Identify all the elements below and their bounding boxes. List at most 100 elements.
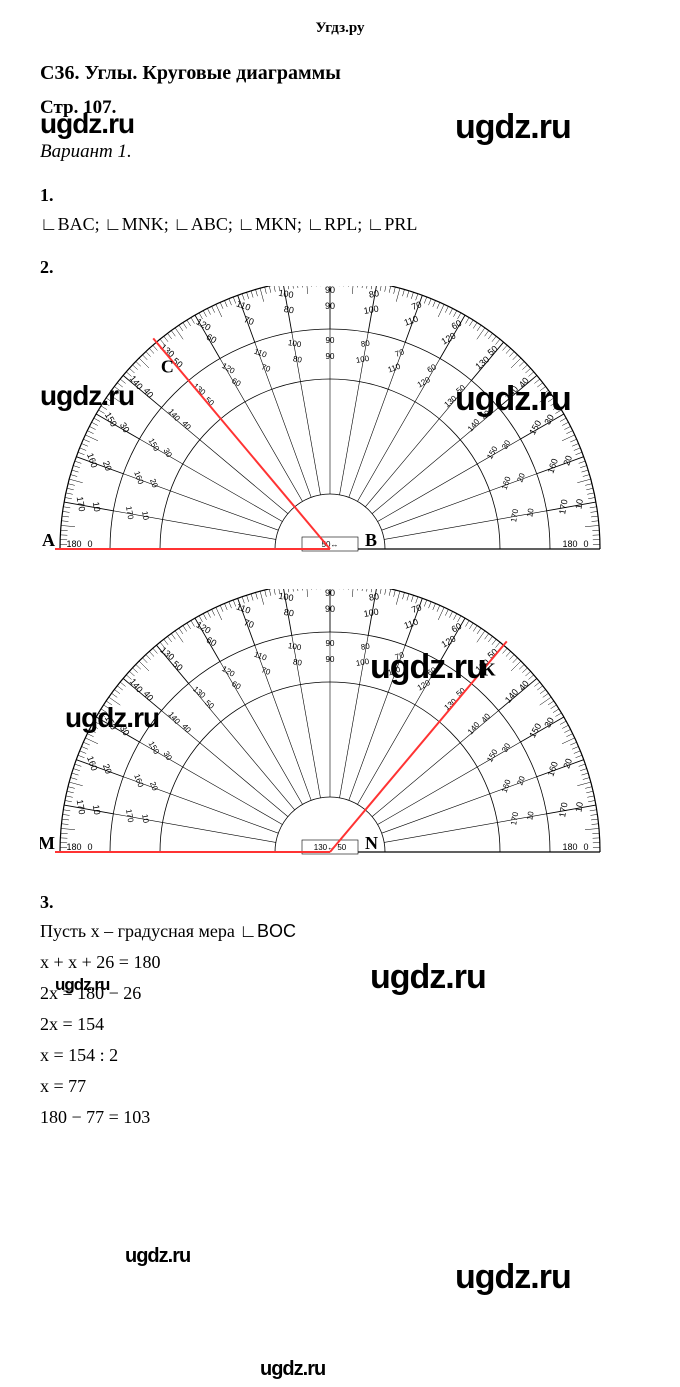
svg-text:150: 150 (485, 444, 500, 461)
svg-text:130: 130 (191, 685, 207, 701)
q1-angles: ∟BAC; ∟MNK; ∟ABC; ∟MKN; ∟RPL; ∟PRL (40, 214, 640, 235)
svg-text:60: 60 (450, 318, 464, 332)
svg-text:60: 60 (230, 376, 243, 389)
svg-text:10: 10 (525, 810, 536, 821)
q3-equation-line: x = 154 : 2 (40, 1045, 640, 1066)
svg-text:70: 70 (410, 299, 423, 312)
watermark: ugdz.ru (370, 648, 486, 687)
svg-text:90: 90 (326, 639, 335, 648)
svg-text:80: 80 (368, 288, 380, 300)
svg-text:170: 170 (509, 811, 520, 826)
watermark: ugdz.ru (40, 108, 134, 140)
svg-text:60: 60 (426, 362, 439, 375)
q3-equation-line: 180 − 77 = 103 (40, 1107, 640, 1128)
svg-text:10: 10 (140, 813, 151, 824)
q3-equation-line: x = 77 (40, 1076, 640, 1097)
svg-text:100: 100 (287, 338, 302, 349)
svg-text:120: 120 (220, 361, 237, 376)
watermark: ugdz.ru (370, 958, 486, 997)
svg-text:110: 110 (403, 617, 420, 631)
svg-text:40: 40 (180, 722, 193, 735)
svg-text:140: 140 (503, 687, 520, 705)
svg-text:40: 40 (480, 711, 493, 724)
q3-equation-line: x + x + 26 = 180 (40, 952, 640, 973)
svg-text:120: 120 (194, 317, 212, 333)
svg-text:M: M (40, 833, 55, 853)
svg-text:140: 140 (166, 710, 182, 726)
svg-text:160: 160 (85, 452, 100, 470)
watermark: ugdz.ru (455, 1258, 571, 1297)
svg-text:60: 60 (230, 679, 243, 692)
svg-text:140: 140 (466, 417, 482, 433)
svg-text:0: 0 (583, 842, 588, 852)
svg-text:10: 10 (573, 801, 585, 813)
svg-text:30: 30 (500, 438, 513, 451)
svg-text:0: 0 (87, 539, 92, 549)
svg-text:140: 140 (466, 720, 482, 736)
watermark: ugdz.ru (125, 1245, 190, 1268)
svg-text:110: 110 (235, 601, 252, 615)
svg-text:10: 10 (140, 510, 151, 521)
svg-text:30: 30 (542, 716, 556, 730)
svg-text:90: 90 (325, 604, 335, 614)
svg-text:120: 120 (220, 664, 237, 679)
svg-text:70: 70 (260, 362, 272, 374)
svg-text:N: N (365, 833, 378, 853)
svg-text:40: 40 (141, 386, 155, 400)
svg-text:160: 160 (85, 755, 100, 773)
watermark: ugdz.ru (40, 380, 134, 412)
svg-text:70: 70 (410, 602, 423, 615)
svg-text:180: 180 (66, 842, 81, 852)
q3-block: Пусть x – градусная мера ∟BOC x + x + 26… (40, 921, 640, 1128)
q3-intro: Пусть x – градусная мера ∟BOC (40, 921, 640, 942)
watermark: ugdz.ru (455, 108, 571, 147)
svg-text:100: 100 (355, 354, 370, 365)
svg-text:180: 180 (562, 842, 577, 852)
watermark: ugdz.ru (55, 975, 109, 995)
svg-text:100: 100 (363, 303, 380, 315)
svg-text:160: 160 (500, 475, 513, 491)
svg-text:110: 110 (253, 347, 269, 360)
q2-number: 2. (40, 257, 640, 278)
svg-text:80: 80 (292, 657, 303, 668)
section-title: С36. Углы. Круговые диаграммы (40, 62, 640, 85)
svg-text:40: 40 (517, 678, 531, 692)
svg-text:90: 90 (326, 336, 335, 345)
svg-text:150: 150 (147, 437, 162, 454)
site-header: Угдз.ру (40, 20, 640, 37)
svg-text:150: 150 (527, 721, 543, 739)
svg-text:B: B (365, 530, 377, 550)
svg-text:60: 60 (450, 621, 464, 635)
svg-text:20: 20 (561, 454, 574, 467)
svg-text:20: 20 (101, 762, 114, 775)
svg-text:80: 80 (292, 354, 303, 365)
svg-text:50: 50 (486, 344, 500, 358)
svg-text:40: 40 (141, 689, 155, 703)
svg-text:120: 120 (194, 620, 212, 636)
q3-number: 3. (40, 892, 640, 913)
svg-text:150: 150 (485, 747, 500, 764)
svg-text:160: 160 (545, 457, 560, 475)
svg-text:170: 170 (509, 508, 520, 523)
watermark: ugdz.ru (260, 1358, 325, 1381)
svg-text:C: C (161, 357, 174, 377)
q3-equation-line: 2x = 180 − 26 (40, 983, 640, 1004)
svg-text:20: 20 (515, 774, 527, 786)
svg-text:110: 110 (253, 650, 269, 663)
q3-equation-line: 2x = 154 (40, 1014, 640, 1035)
svg-text:110: 110 (235, 298, 252, 312)
svg-text:20: 20 (148, 780, 160, 792)
svg-text:80: 80 (283, 607, 295, 619)
angle-symbol: ∟BOC (239, 921, 296, 941)
svg-text:170: 170 (75, 496, 87, 513)
svg-text:40: 40 (180, 419, 193, 432)
q1-number: 1. (40, 185, 640, 206)
watermark: ugdz.ru (455, 380, 571, 419)
svg-text:70: 70 (243, 314, 256, 327)
svg-text:70: 70 (243, 617, 256, 630)
svg-text:30: 30 (161, 750, 174, 763)
svg-text:150: 150 (147, 740, 162, 757)
svg-text:90: 90 (325, 589, 335, 598)
svg-text:170: 170 (557, 802, 569, 819)
svg-text:90: 90 (326, 655, 335, 664)
